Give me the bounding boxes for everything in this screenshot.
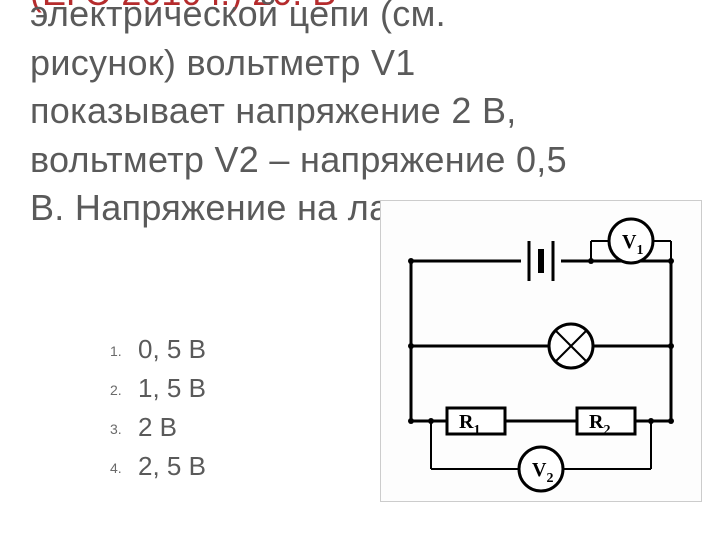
answer-4-text: 2, 5 В: [138, 451, 206, 481]
v1-label: V: [622, 231, 637, 253]
v2-sub: 2: [546, 471, 553, 486]
qline1: электрической цепи (см.: [30, 0, 446, 34]
answer-3-text: 2 В: [138, 412, 177, 442]
r1-sub: 1: [473, 423, 480, 438]
answer-list: 1.0, 5 В 2.1, 5 В 3.2 В 4.2, 5 В: [110, 330, 206, 486]
qline3: показывает напряжение 2 В,: [30, 90, 517, 131]
answer-1-text: 0, 5 В: [138, 334, 206, 364]
qline4: вольтметр V2 – напряжение 0,5: [30, 139, 567, 180]
r2-label: R: [589, 411, 604, 433]
r1-label: R: [459, 411, 474, 433]
answer-2-text: 1, 5 В: [138, 373, 206, 403]
answer-2: 2.1, 5 В: [110, 369, 206, 408]
answer-1: 1.0, 5 В: [110, 330, 206, 369]
answer-3: 3.2 В: [110, 408, 206, 447]
answer-4: 4.2, 5 В: [110, 447, 206, 486]
r2-sub: 2: [603, 423, 610, 438]
qline2: рисунок) вольтметр V1: [30, 42, 416, 83]
question-text: электрической цепи (см. рисунок) вольтме…: [30, 0, 690, 233]
v1-sub: 1: [636, 243, 643, 258]
circuit-diagram: V1 R1 R2 V2: [380, 200, 702, 502]
v2-label: V: [532, 459, 547, 481]
